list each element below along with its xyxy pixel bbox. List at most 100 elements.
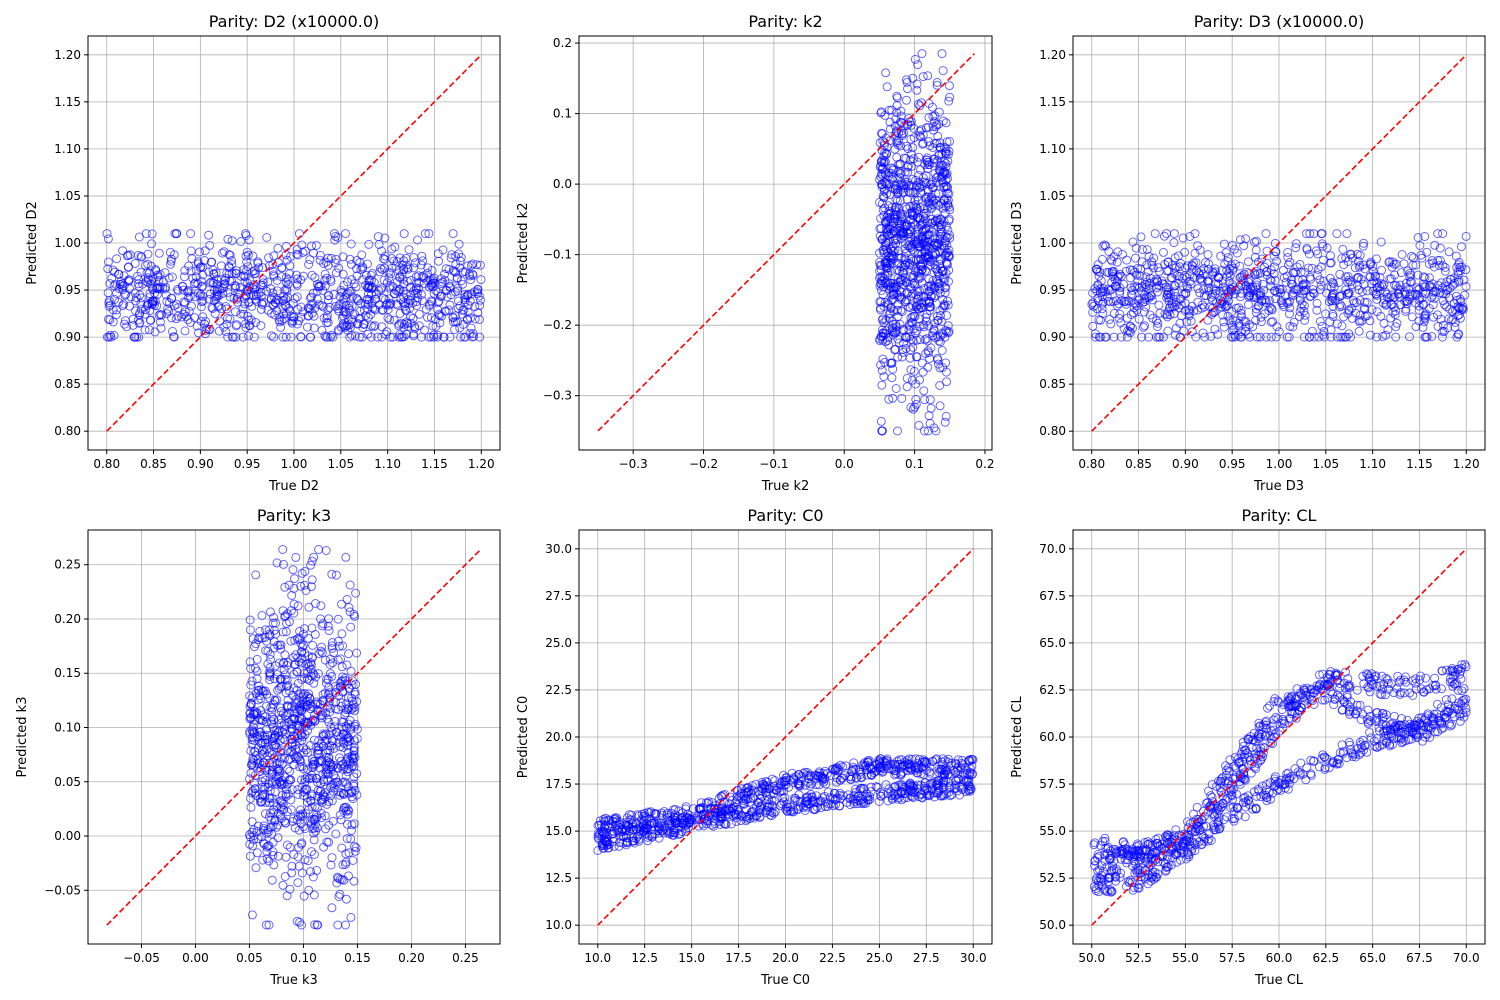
data-point (1210, 264, 1220, 274)
data-point (369, 304, 379, 314)
data-point (906, 284, 916, 294)
data-point (1159, 231, 1169, 241)
data-point (1402, 299, 1412, 309)
data-point (401, 253, 411, 263)
data-point (1318, 241, 1328, 251)
data-point (894, 253, 904, 263)
data-point (1250, 252, 1260, 262)
data-point (280, 582, 290, 592)
data-point (943, 200, 953, 210)
data-point (333, 872, 342, 882)
data-point (878, 328, 888, 338)
data-point (438, 245, 448, 255)
data-point (264, 253, 273, 263)
data-point (892, 138, 902, 148)
data-point (431, 322, 441, 331)
data-point (1158, 332, 1168, 342)
data-point (325, 745, 335, 755)
data-point (940, 417, 950, 427)
data-point (424, 332, 434, 342)
data-point (836, 794, 846, 804)
data-point (238, 332, 248, 342)
data-point (1319, 332, 1329, 342)
data-point (246, 315, 256, 325)
data-point (919, 237, 929, 247)
data-point (1319, 326, 1329, 336)
x-tick-label: 0.80 (93, 457, 120, 471)
data-point (245, 839, 255, 849)
data-point (285, 754, 295, 764)
data-point (897, 129, 907, 139)
data-point (361, 270, 371, 280)
data-point (1105, 315, 1115, 324)
data-point (732, 786, 742, 796)
data-point (108, 265, 118, 275)
data-point (294, 690, 304, 700)
data-point (851, 794, 861, 804)
data-point (926, 403, 936, 413)
data-point (1115, 289, 1125, 298)
data-point (1171, 262, 1181, 272)
data-point (1342, 229, 1352, 239)
data-point (301, 785, 311, 795)
data-point (281, 711, 290, 721)
data-point (1230, 289, 1240, 299)
data-point (306, 292, 316, 302)
data-point (334, 892, 344, 902)
data-point (276, 703, 286, 713)
data-point (1228, 332, 1238, 342)
data-point (908, 301, 918, 311)
data-point (353, 296, 363, 306)
data-point (1187, 327, 1197, 337)
data-point (878, 205, 888, 215)
data-point (1350, 263, 1360, 273)
scatter-points (593, 754, 978, 855)
y-tick-label: 0.95 (1039, 283, 1066, 297)
data-point (879, 184, 889, 194)
data-point (897, 214, 907, 224)
data-point (120, 290, 130, 300)
data-point (915, 131, 925, 141)
data-point (1175, 262, 1185, 272)
data-point (886, 303, 896, 312)
data-point (258, 263, 268, 273)
data-point (334, 326, 344, 336)
data-point (1225, 264, 1235, 274)
data-point (1428, 290, 1438, 300)
data-point (224, 250, 234, 259)
parity-reference-line (106, 54, 482, 432)
data-point (935, 337, 945, 347)
data-point (943, 195, 953, 205)
data-point (1186, 316, 1196, 326)
data-point (318, 690, 328, 699)
data-point (935, 381, 945, 390)
data-point (386, 269, 396, 279)
data-point (1180, 263, 1190, 273)
data-point (130, 332, 140, 342)
data-point (342, 321, 352, 331)
data-point (938, 66, 948, 76)
data-point (1191, 266, 1201, 276)
data-point (284, 580, 294, 590)
data-point (250, 788, 260, 798)
data-point (1343, 277, 1353, 287)
data-point (905, 201, 915, 211)
data-point (349, 742, 359, 752)
data-point (322, 313, 332, 323)
data-point (915, 273, 925, 283)
data-point (288, 298, 298, 308)
data-point (133, 315, 143, 325)
data-point (299, 640, 308, 650)
data-point (1186, 279, 1196, 289)
data-point (122, 322, 132, 332)
data-point (1461, 282, 1471, 291)
data-point (881, 68, 891, 78)
y-axis-label: Predicted k3 (15, 697, 30, 778)
data-point (1415, 241, 1425, 250)
data-point (1166, 292, 1175, 302)
data-point (463, 261, 473, 271)
data-point (320, 655, 330, 665)
data-point (338, 641, 348, 651)
data-point (352, 648, 362, 658)
data-point (307, 791, 317, 801)
